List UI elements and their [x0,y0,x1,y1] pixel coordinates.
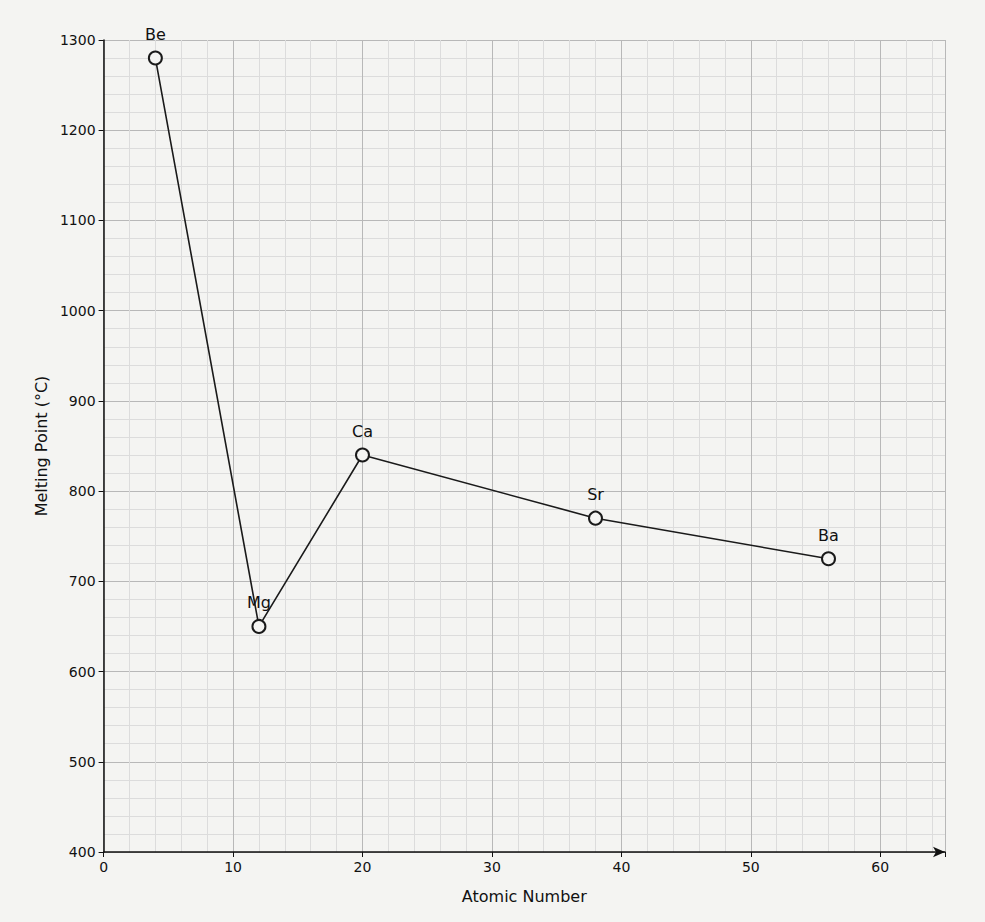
svg-text:20: 20 [354,859,372,875]
svg-text:500: 500 [69,754,96,770]
svg-text:600: 600 [69,664,96,680]
svg-text:10: 10 [224,859,242,875]
svg-text:50: 50 [742,859,760,875]
svg-text:Melting Point (°C): Melting Point (°C) [32,376,51,517]
svg-text:60: 60 [871,859,889,875]
svg-text:700: 700 [69,573,96,589]
svg-text:900: 900 [69,393,96,409]
svg-text:Sr: Sr [587,485,604,504]
svg-text:400: 400 [69,844,96,860]
svg-text:Ca: Ca [352,422,373,441]
svg-text:0: 0 [99,859,108,875]
svg-text:1100: 1100 [60,212,96,228]
svg-text:40: 40 [612,859,630,875]
svg-text:Atomic Number: Atomic Number [462,887,587,906]
svg-text:Ba: Ba [818,526,839,545]
svg-text:1000: 1000 [60,303,96,319]
svg-text:Mg: Mg [247,593,271,612]
svg-text:1300: 1300 [60,32,96,48]
svg-text:1200: 1200 [60,122,96,138]
svg-text:Be: Be [145,25,166,44]
svg-text:30: 30 [483,859,501,875]
svg-text:800: 800 [69,483,96,499]
